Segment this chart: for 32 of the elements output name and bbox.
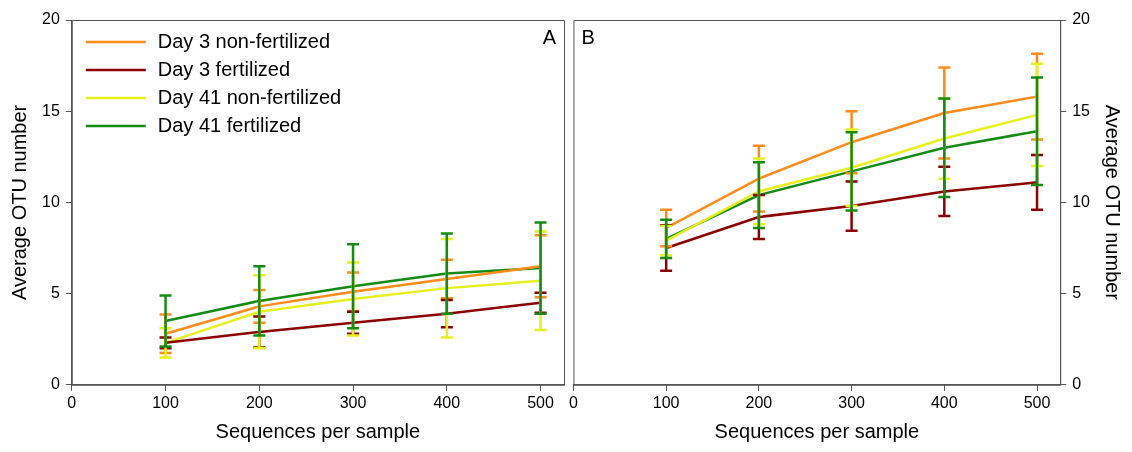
x-tick-label: 300 bbox=[339, 393, 367, 411]
x-tick-label: 300 bbox=[838, 393, 866, 411]
y-tick-label: 5 bbox=[50, 284, 60, 302]
y2-tick-label: 10 bbox=[1072, 192, 1091, 210]
legend-label: Day 3 fertilized bbox=[157, 57, 291, 80]
x-tick-label: 100 bbox=[652, 393, 680, 411]
x-axis-title: Sequences per sample bbox=[215, 419, 421, 442]
x-tick-label: 0 bbox=[67, 393, 77, 411]
x-tick-label: 500 bbox=[527, 393, 555, 411]
y-tick-label: 0 bbox=[50, 375, 60, 393]
y2-tick-label: 0 bbox=[1072, 375, 1082, 393]
x-tick-label: 500 bbox=[1023, 393, 1051, 411]
x-tick-label: 400 bbox=[930, 393, 958, 411]
x-tick-label: 0 bbox=[569, 393, 578, 411]
legend-label: Day 41 non-fertilized bbox=[157, 85, 342, 108]
y2-tick-label: 20 bbox=[1072, 10, 1091, 28]
y-tick-label: 10 bbox=[42, 192, 60, 210]
y2-axis-title: Average OTU number bbox=[1102, 104, 1125, 301]
annotation: A bbox=[542, 25, 557, 48]
legend-label: Day 3 non-fertilized bbox=[157, 29, 331, 52]
x-axis-title: Sequences per sample bbox=[714, 419, 920, 442]
y2-tick-label: 15 bbox=[1072, 101, 1091, 119]
y-axis-title: Average OTU number bbox=[7, 104, 30, 301]
x-tick-label: 100 bbox=[152, 393, 179, 411]
annotation: B bbox=[581, 25, 595, 48]
legend-label: Day 41 fertilized bbox=[157, 113, 302, 136]
x-tick-label: 200 bbox=[745, 393, 773, 411]
y-tick-label: 20 bbox=[42, 10, 60, 28]
y-tick-label: 15 bbox=[42, 101, 60, 119]
y2-tick-label: 5 bbox=[1072, 284, 1082, 302]
x-tick-label: 200 bbox=[245, 393, 273, 411]
x-tick-label: 400 bbox=[433, 393, 461, 411]
